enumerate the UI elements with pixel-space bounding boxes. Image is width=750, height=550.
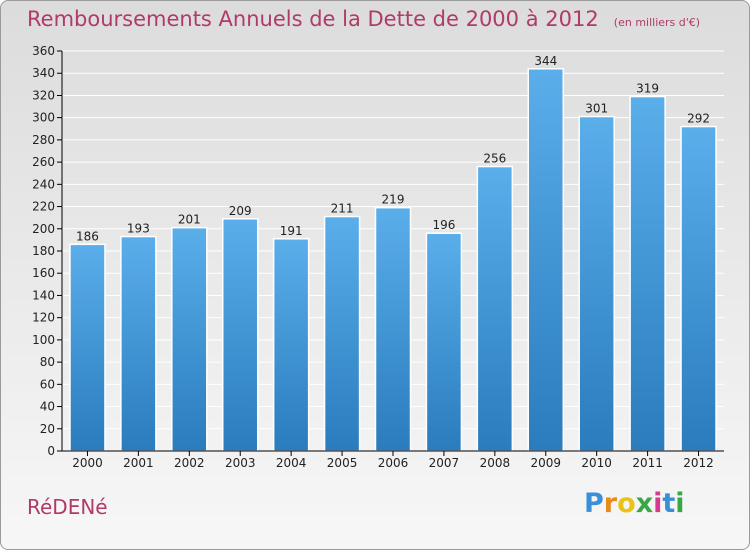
x-tick-label: 2000 <box>72 456 103 470</box>
bar-value-label: 319 <box>636 82 659 96</box>
y-tick-label: 220 <box>32 200 55 214</box>
y-tick-label: 140 <box>32 288 55 302</box>
bar-value-label: 301 <box>585 102 608 116</box>
logo-letter: P <box>584 488 604 519</box>
x-tick-label: 2003 <box>225 456 256 470</box>
logo-letter: o <box>617 488 636 519</box>
bar-value-label: 211 <box>331 202 354 216</box>
x-tick-label: 2008 <box>480 456 511 470</box>
x-tick-label: 2007 <box>429 456 460 470</box>
y-tick-label: 200 <box>32 222 55 236</box>
bar-value-label: 193 <box>127 222 150 236</box>
bar-2003 <box>221 218 259 452</box>
bar-value-label: 256 <box>483 152 506 166</box>
bars-layer: 186 193 201 209 191 211 219 196 256 344 301 319 292 <box>69 54 717 452</box>
x-tick-label: 2002 <box>174 456 205 470</box>
x-tick-label: 2012 <box>683 456 714 470</box>
logo-letter: t <box>662 488 676 519</box>
commune-name: RéDENé <box>27 495 108 519</box>
x-tick-label: 2011 <box>632 456 663 470</box>
logo-letter: r <box>603 488 618 519</box>
bar-2006 <box>374 206 412 452</box>
y-tick-label: 0 <box>47 444 55 458</box>
chart-subtitle: (en milliers d'€) <box>613 16 701 29</box>
y-tick-label: 20 <box>40 422 55 436</box>
x-tick-label: 2001 <box>123 456 154 470</box>
y-tick-label: 100 <box>32 333 55 347</box>
chart-title: Remboursements Annuels de la Dette de 20… <box>27 7 599 31</box>
proxiti-logo: Proxiti <box>584 488 685 519</box>
bar-2008 <box>476 165 514 452</box>
logo-letter: i <box>653 488 663 519</box>
bar-2011 <box>629 95 666 452</box>
bar-2009 <box>527 68 565 452</box>
y-tick-label: 40 <box>40 400 55 414</box>
bar-value-label: 201 <box>178 213 201 227</box>
bar-value-label: 292 <box>687 112 710 126</box>
y-tick-label: 260 <box>32 155 55 169</box>
y-tick-label: 60 <box>40 377 55 391</box>
y-tick-label: 360 <box>32 44 55 58</box>
y-tick-label: 80 <box>40 355 55 369</box>
y-tick-label: 280 <box>32 133 55 147</box>
bar-2012 <box>680 125 717 452</box>
x-tick-label: 2009 <box>530 456 561 470</box>
x-tick-label: 2010 <box>581 456 612 470</box>
y-tick-label: 340 <box>32 66 55 80</box>
y-tick-label: 160 <box>32 266 55 280</box>
bar-value-label: 344 <box>534 54 557 68</box>
x-tick-label: 2004 <box>276 456 307 470</box>
bar-2000 <box>69 243 106 452</box>
bar-value-label: 209 <box>229 204 252 218</box>
y-tick-label: 300 <box>32 111 55 125</box>
y-tick-label: 180 <box>32 244 55 258</box>
y-tick-label: 240 <box>32 177 55 191</box>
bar-2002 <box>171 226 208 452</box>
logo-letter: i <box>675 488 685 519</box>
axis-layer: 0 20 40 60 80 100 120 140 160 180 200 220 240 260 280 3… <box>32 44 724 470</box>
logo-letter: x <box>635 488 654 519</box>
bar-value-label: 186 <box>76 229 99 243</box>
bar-value-label: 191 <box>280 224 303 238</box>
title-row: Remboursements Annuels de la Dette de 20… <box>27 7 700 31</box>
bar-2010 <box>578 115 615 452</box>
bar-2004 <box>272 238 310 452</box>
y-tick-label: 320 <box>32 88 55 102</box>
bar-value-label: 196 <box>432 218 455 232</box>
bar-2001 <box>120 235 157 452</box>
y-tick-label: 120 <box>32 311 55 325</box>
bar-value-label: 219 <box>382 193 405 207</box>
x-tick-label: 2005 <box>327 456 358 470</box>
bar-2005 <box>323 215 361 452</box>
x-tick-label: 2006 <box>378 456 409 470</box>
bar-2007 <box>425 232 463 452</box>
